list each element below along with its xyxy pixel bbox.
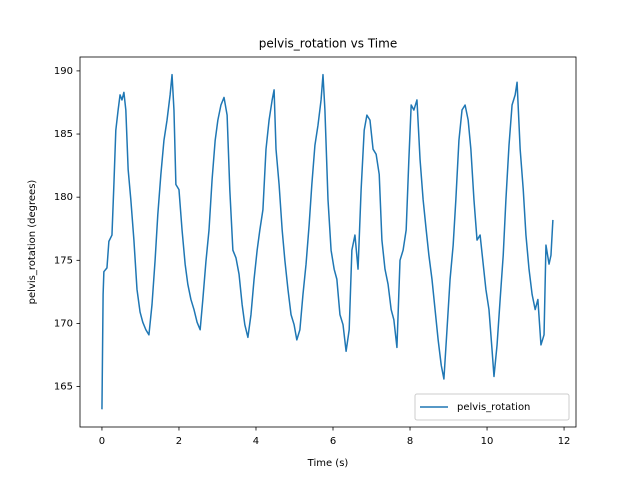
plot-frame bbox=[79, 56, 577, 428]
x-tick-label: 12 bbox=[558, 436, 571, 447]
legend-box bbox=[414, 393, 570, 421]
x-tick-label: 8 bbox=[407, 436, 413, 447]
legend-label: pelvis_rotation bbox=[457, 402, 530, 413]
x-tick-label: 6 bbox=[330, 436, 336, 447]
y-tick-label: 180 bbox=[54, 192, 73, 203]
data-line bbox=[101, 73, 554, 410]
x-axis-label: Time (s) bbox=[307, 458, 349, 469]
y-tick-label: 170 bbox=[54, 318, 73, 329]
x-tick-label: 0 bbox=[99, 436, 105, 447]
x-tick-label: 4 bbox=[253, 436, 259, 447]
chart-title: pelvis_rotation vs Time bbox=[259, 37, 397, 51]
x-tick-label: 10 bbox=[481, 436, 494, 447]
y-tick-label: 165 bbox=[54, 382, 73, 393]
y-tick-label: 190 bbox=[54, 66, 73, 77]
x-tick-label: 2 bbox=[176, 436, 182, 447]
y-axis-label: pelvis_rotation (degrees) bbox=[27, 180, 38, 305]
y-tick-label: 175 bbox=[54, 255, 73, 266]
y-tick-label: 185 bbox=[54, 129, 73, 140]
